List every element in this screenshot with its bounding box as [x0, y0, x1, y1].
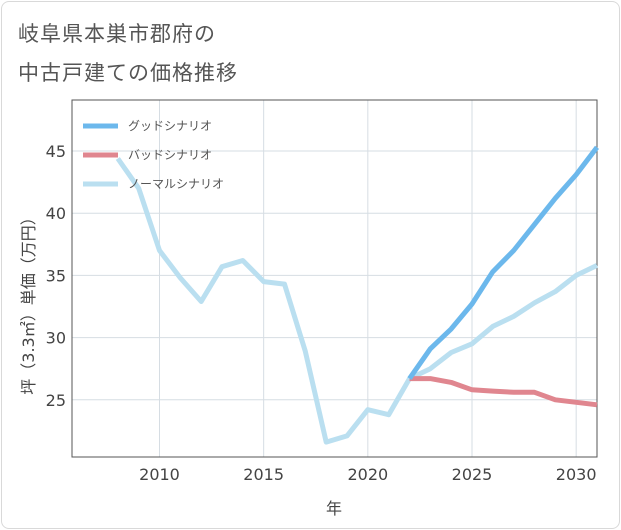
x-tick-label: 2025	[452, 465, 493, 484]
legend-label: バッドシナリオ	[128, 148, 212, 162]
x-tick-label: 2010	[139, 465, 180, 484]
x-tick-label: 2030	[556, 465, 597, 484]
y-tick-label: 35	[46, 266, 66, 285]
x-tick-labels: 2010 2015 2020 2025 2030	[139, 465, 596, 484]
y-tick-labels: 25 30 35 40 45	[46, 142, 66, 410]
chart-title-line2: 中古戸建ての価格推移	[18, 61, 238, 85]
y-tick-label: 30	[46, 329, 66, 348]
y-tick-label: 25	[46, 391, 66, 410]
series-line-1	[409, 376, 598, 408]
grid	[72, 100, 597, 457]
legend-label: グッドシナリオ	[128, 119, 212, 133]
x-axis-label: 年	[326, 499, 342, 518]
chart-title-line1: 岐阜県本巣市郡府の	[18, 22, 216, 46]
legend-label: ノーマルシナリオ	[128, 177, 224, 191]
y-tick-label: 40	[46, 204, 66, 223]
series-line-0	[407, 145, 599, 381]
x-tick-label: 2015	[243, 465, 284, 484]
y-tick-label: 45	[46, 142, 66, 161]
y-axis-label: 坪（3.3㎡）単価（万円）	[19, 209, 38, 394]
series-lines	[115, 145, 599, 445]
x-tick-label: 2020	[347, 465, 388, 484]
series-line-2	[115, 157, 599, 445]
plot-frame	[71, 99, 598, 458]
